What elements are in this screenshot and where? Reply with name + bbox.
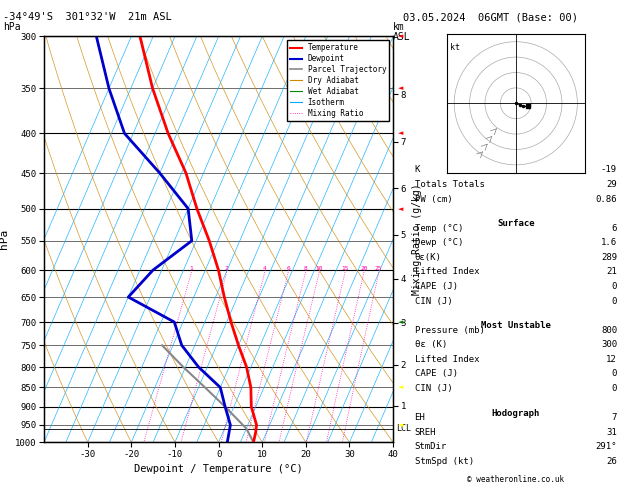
- Text: θε (K): θε (K): [415, 340, 447, 349]
- Text: Pressure (mb): Pressure (mb): [415, 326, 484, 335]
- Text: km: km: [393, 22, 405, 32]
- Text: ◄: ◄: [398, 86, 403, 91]
- Text: ◄: ◄: [398, 34, 403, 39]
- Text: 21: 21: [606, 267, 617, 277]
- Text: 0: 0: [611, 282, 617, 291]
- Text: 0: 0: [611, 369, 617, 379]
- Text: EH: EH: [415, 413, 425, 422]
- Text: LCL: LCL: [397, 424, 411, 433]
- Text: 29: 29: [606, 180, 617, 189]
- Text: Hodograph: Hodograph: [492, 409, 540, 418]
- Text: 2: 2: [225, 266, 228, 271]
- Text: 0: 0: [611, 384, 617, 393]
- Text: 12: 12: [606, 355, 617, 364]
- Text: CAPE (J): CAPE (J): [415, 282, 457, 291]
- Text: ASL: ASL: [393, 32, 411, 42]
- Y-axis label: hPa: hPa: [0, 229, 9, 249]
- Text: 300: 300: [601, 340, 617, 349]
- Text: CAPE (J): CAPE (J): [415, 369, 457, 379]
- Text: 1: 1: [189, 266, 193, 271]
- Text: hPa: hPa: [3, 22, 21, 32]
- Text: 6: 6: [286, 266, 290, 271]
- Text: Lifted Index: Lifted Index: [415, 267, 479, 277]
- Text: -19: -19: [601, 165, 617, 174]
- Text: Surface: Surface: [497, 219, 535, 228]
- Text: SREH: SREH: [415, 428, 436, 437]
- Text: 7: 7: [611, 413, 617, 422]
- Text: 03.05.2024  06GMT (Base: 00): 03.05.2024 06GMT (Base: 00): [403, 12, 577, 22]
- Text: 26: 26: [606, 457, 617, 466]
- X-axis label: Dewpoint / Temperature (°C): Dewpoint / Temperature (°C): [134, 465, 303, 474]
- Y-axis label: Mixing Ratio (g/kg): Mixing Ratio (g/kg): [412, 184, 421, 295]
- Text: 0: 0: [611, 296, 617, 306]
- Text: θε(K): θε(K): [415, 253, 442, 262]
- Text: kt: kt: [450, 43, 460, 52]
- Text: 0.86: 0.86: [596, 194, 617, 204]
- Text: 20: 20: [360, 266, 367, 271]
- Text: ◄: ◄: [398, 130, 403, 137]
- Text: 8: 8: [303, 266, 307, 271]
- Text: PW (cm): PW (cm): [415, 194, 452, 204]
- Text: 6: 6: [611, 224, 617, 233]
- Text: 800: 800: [601, 326, 617, 335]
- Text: K: K: [415, 165, 420, 174]
- Text: © weatheronline.co.uk: © weatheronline.co.uk: [467, 474, 564, 484]
- Text: Most Unstable: Most Unstable: [481, 321, 551, 330]
- Text: Temp (°C): Temp (°C): [415, 224, 463, 233]
- Text: -34°49'S  301°32'W  21m ASL: -34°49'S 301°32'W 21m ASL: [3, 12, 172, 22]
- Text: Dewp (°C): Dewp (°C): [415, 238, 463, 247]
- Text: ◄: ◄: [398, 422, 403, 428]
- Text: 289: 289: [601, 253, 617, 262]
- Text: 10: 10: [315, 266, 323, 271]
- Text: CIN (J): CIN (J): [415, 296, 452, 306]
- Legend: Temperature, Dewpoint, Parcel Trajectory, Dry Adiabat, Wet Adiabat, Isotherm, Mi: Temperature, Dewpoint, Parcel Trajectory…: [287, 40, 389, 121]
- Text: ◄: ◄: [398, 206, 403, 211]
- Text: Lifted Index: Lifted Index: [415, 355, 479, 364]
- Text: 4: 4: [263, 266, 267, 271]
- Text: CIN (J): CIN (J): [415, 384, 452, 393]
- Text: 291°: 291°: [596, 442, 617, 451]
- Text: Totals Totals: Totals Totals: [415, 180, 484, 189]
- Text: 31: 31: [606, 428, 617, 437]
- Text: 15: 15: [341, 266, 348, 271]
- Text: ◄: ◄: [398, 319, 403, 325]
- Text: ◄: ◄: [398, 384, 403, 390]
- Text: StmSpd (kt): StmSpd (kt): [415, 457, 474, 466]
- Text: 25: 25: [375, 266, 382, 271]
- Text: 1.6: 1.6: [601, 238, 617, 247]
- Text: StmDir: StmDir: [415, 442, 447, 451]
